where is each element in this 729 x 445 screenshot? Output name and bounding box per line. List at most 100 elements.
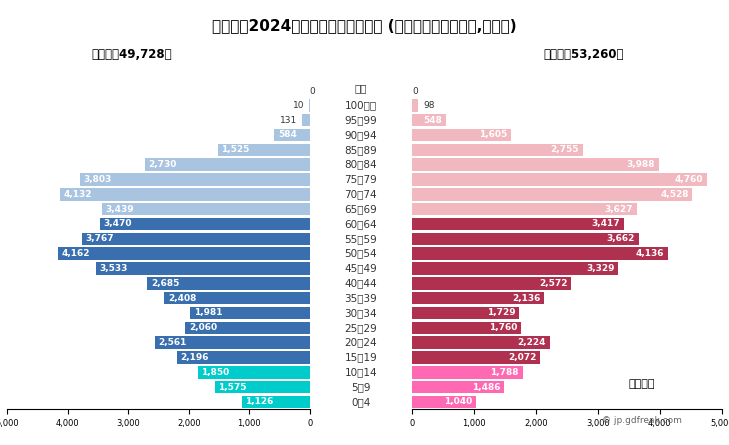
Text: 25〜29: 25〜29 <box>345 323 377 333</box>
Bar <box>412 114 446 126</box>
Bar <box>82 232 310 245</box>
Text: 10: 10 <box>293 101 305 110</box>
Text: 85〜89: 85〜89 <box>345 145 377 155</box>
Bar <box>144 158 310 171</box>
Bar <box>155 336 310 349</box>
Bar <box>96 262 310 275</box>
Text: 3,988: 3,988 <box>627 160 655 169</box>
Bar <box>147 277 310 290</box>
Text: 60〜64: 60〜64 <box>345 219 377 229</box>
Text: 4,528: 4,528 <box>660 190 689 199</box>
Text: 3,662: 3,662 <box>607 235 635 243</box>
Text: 30〜34: 30〜34 <box>345 308 377 318</box>
Text: 1,981: 1,981 <box>194 308 222 317</box>
Text: 0: 0 <box>412 87 418 96</box>
Text: 2,730: 2,730 <box>148 160 176 169</box>
Bar <box>412 218 623 231</box>
Text: 98: 98 <box>423 101 434 110</box>
Text: 55〜59: 55〜59 <box>345 234 377 244</box>
Text: 3,470: 3,470 <box>104 219 132 228</box>
Bar <box>190 307 310 320</box>
Text: 2,755: 2,755 <box>550 146 579 154</box>
Text: 4,162: 4,162 <box>62 249 90 258</box>
Bar <box>79 173 310 186</box>
Text: 548: 548 <box>424 116 442 125</box>
Text: 0: 0 <box>310 87 316 96</box>
Bar <box>58 247 310 260</box>
Bar <box>412 129 511 142</box>
Text: 10〜14: 10〜14 <box>345 367 377 377</box>
Text: 4,136: 4,136 <box>636 249 664 258</box>
Text: 1,760: 1,760 <box>489 324 517 332</box>
Bar <box>412 277 572 290</box>
Bar <box>412 99 418 112</box>
Text: 女性計：53,260人: 女性計：53,260人 <box>543 48 623 61</box>
Bar <box>412 307 519 320</box>
Text: 131: 131 <box>280 116 297 125</box>
Text: 1,850: 1,850 <box>201 368 230 377</box>
Text: 2,408: 2,408 <box>168 294 196 303</box>
Bar <box>412 188 693 201</box>
Text: 2,196: 2,196 <box>181 353 209 362</box>
Text: 4,760: 4,760 <box>674 175 703 184</box>
Text: 1,575: 1,575 <box>218 383 246 392</box>
Bar <box>60 188 310 201</box>
Text: 40〜44: 40〜44 <box>345 278 377 288</box>
Bar <box>412 366 523 379</box>
Text: 2,685: 2,685 <box>151 279 179 288</box>
Text: 2,561: 2,561 <box>158 338 187 347</box>
Text: 2,060: 2,060 <box>189 324 217 332</box>
Text: 1,486: 1,486 <box>472 383 500 392</box>
Bar <box>412 396 476 409</box>
Bar <box>302 114 310 126</box>
Text: 3,803: 3,803 <box>83 175 112 184</box>
Bar <box>100 218 310 231</box>
Text: 35〜39: 35〜39 <box>345 293 377 303</box>
Text: 20〜24: 20〜24 <box>345 338 377 348</box>
Bar <box>412 247 668 260</box>
Text: 3,627: 3,627 <box>604 205 633 214</box>
Bar <box>412 351 540 364</box>
Text: 3,439: 3,439 <box>106 205 134 214</box>
Bar <box>217 143 310 156</box>
Text: 4,132: 4,132 <box>63 190 92 199</box>
Bar <box>275 129 310 142</box>
Text: 3,329: 3,329 <box>586 264 615 273</box>
Bar <box>164 292 310 304</box>
Text: 70〜74: 70〜74 <box>345 189 377 199</box>
Text: 75〜79: 75〜79 <box>345 174 377 185</box>
Bar <box>412 336 550 349</box>
Bar <box>412 143 582 156</box>
Text: 桐生市の2024年１月１日の人口構成 (住民基本台帳ベース,総人口): 桐生市の2024年１月１日の人口構成 (住民基本台帳ベース,総人口) <box>212 18 517 33</box>
Text: 1,605: 1,605 <box>480 130 507 139</box>
Text: 男性計：49,728人: 男性計：49,728人 <box>91 48 171 61</box>
Bar <box>185 321 310 334</box>
Text: 5〜9: 5〜9 <box>351 382 370 392</box>
Text: 50〜54: 50〜54 <box>345 249 377 259</box>
Text: 2,572: 2,572 <box>539 279 568 288</box>
Text: 3,417: 3,417 <box>591 219 620 228</box>
Text: 不詳: 不詳 <box>354 84 367 93</box>
Bar <box>412 381 504 393</box>
Bar <box>412 292 545 304</box>
Bar <box>242 396 310 409</box>
Bar <box>412 203 636 215</box>
Text: 1,126: 1,126 <box>246 397 273 406</box>
Bar <box>412 262 618 275</box>
Text: 584: 584 <box>278 130 297 139</box>
Text: 100歳〜: 100歳〜 <box>345 100 377 110</box>
Text: 3,767: 3,767 <box>85 235 114 243</box>
Text: 65〜69: 65〜69 <box>345 204 377 214</box>
Text: 3,533: 3,533 <box>100 264 128 273</box>
Bar <box>198 366 310 379</box>
Bar <box>412 158 659 171</box>
Text: 1,788: 1,788 <box>491 368 519 377</box>
Bar <box>412 232 639 245</box>
Text: 1,525: 1,525 <box>221 146 249 154</box>
Text: © jp.gdfreak.com: © jp.gdfreak.com <box>601 416 682 425</box>
Bar <box>177 351 310 364</box>
Text: 15〜19: 15〜19 <box>345 352 377 363</box>
Text: 2,224: 2,224 <box>518 338 546 347</box>
Text: 95〜99: 95〜99 <box>345 115 377 125</box>
Text: 単位：人: 単位：人 <box>628 379 655 389</box>
